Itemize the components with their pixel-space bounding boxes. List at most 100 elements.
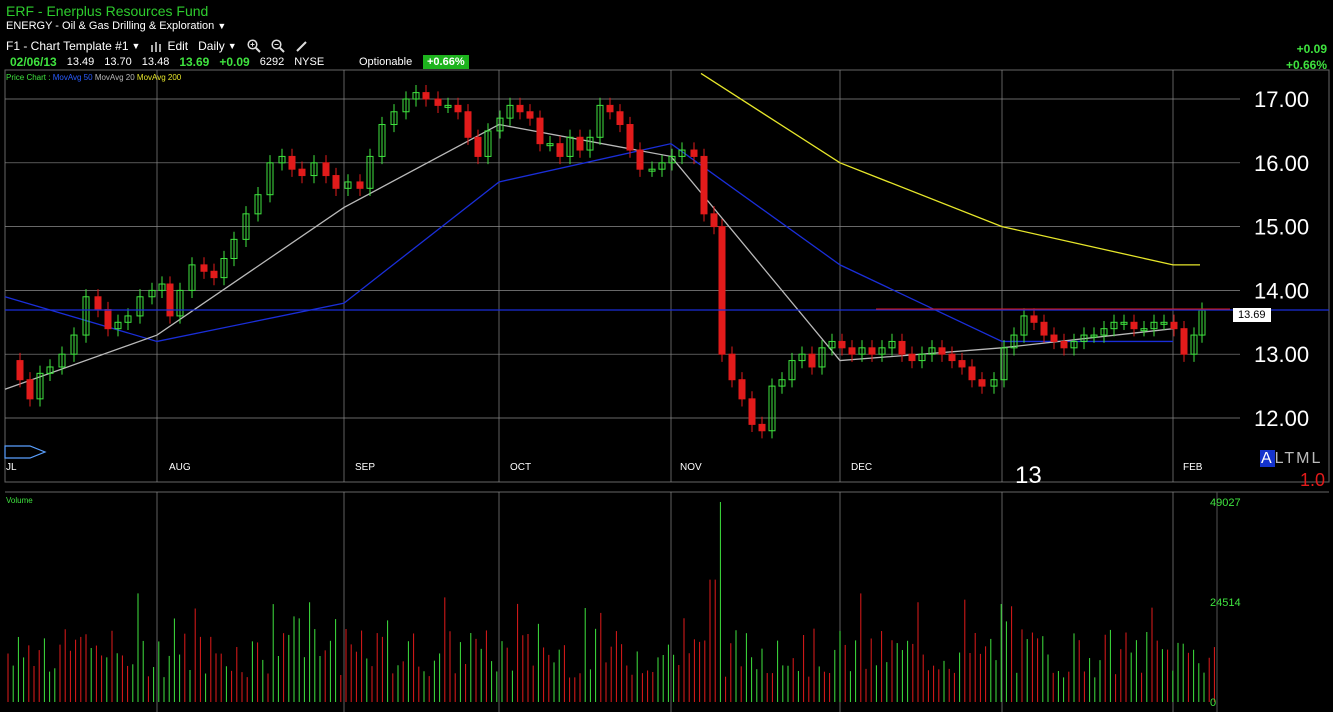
altml-indicator[interactable]: ALTML — [1260, 450, 1322, 468]
candle-body — [848, 347, 856, 355]
candle-body — [1190, 334, 1198, 355]
candle-body — [626, 124, 634, 151]
candle-body — [818, 347, 826, 368]
candle-body — [636, 149, 644, 170]
candle-body — [434, 98, 442, 106]
candle-body — [114, 321, 122, 330]
candle-body — [322, 162, 330, 177]
top-right-change-pct: +0.66% — [1285, 58, 1327, 72]
chevron-down-icon: ▼ — [131, 41, 141, 51]
candle-body — [710, 213, 718, 228]
candle-body — [496, 117, 504, 132]
ma-line-movavg-20 — [4, 123, 1174, 390]
candle-body — [1080, 334, 1088, 342]
candle-body — [1140, 328, 1148, 332]
candle-body — [26, 379, 34, 400]
candle-body — [16, 360, 24, 381]
template-dropdown[interactable]: F1 - Chart Template #1 ▼ — [6, 39, 140, 53]
candle-body — [918, 353, 926, 362]
template-label: F1 - Chart Template #1 — [6, 39, 129, 53]
candle-body — [898, 340, 906, 355]
volume-bars — [7, 502, 1215, 702]
candle-body — [1070, 340, 1078, 349]
candle-body — [678, 149, 686, 157]
candle-body — [94, 296, 102, 311]
zoom-in-icon — [247, 39, 261, 53]
price-axis-label: 12.00 — [1254, 406, 1309, 431]
candle-body — [474, 136, 482, 157]
candle-body — [422, 92, 430, 100]
candle-body — [718, 226, 726, 355]
zoom-out-icon — [271, 39, 285, 53]
price-axis-label: 15.00 — [1254, 215, 1309, 240]
candle-body — [536, 117, 544, 145]
candle-body — [166, 283, 174, 317]
candle-body — [412, 92, 420, 100]
price-axis-labels: 17.00 16.00 15.00 14.00 13.00 12.00 — [1254, 87, 1309, 431]
candle-body — [728, 353, 736, 381]
candle-body — [648, 168, 656, 172]
draw-tool-button[interactable] — [295, 39, 309, 53]
candle-body — [596, 104, 604, 138]
zoom-in-button[interactable] — [247, 39, 261, 53]
candle-body — [968, 366, 976, 381]
candle-body — [1000, 347, 1008, 381]
candle-body — [958, 360, 966, 368]
candle-body — [1030, 315, 1038, 323]
quote-last: 13.69 — [179, 55, 210, 69]
candle-body — [928, 347, 936, 355]
candle-body — [70, 334, 78, 355]
candlesticks — [16, 84, 1206, 439]
ma-line-movavg-200 — [700, 72, 1200, 266]
candle-body — [310, 162, 318, 177]
legend-ma50[interactable]: MovAvg 50 — [52, 73, 93, 82]
candle-body — [1100, 328, 1108, 336]
candle-body — [1150, 321, 1158, 330]
red-indicator-value: 1.0 — [1300, 470, 1326, 490]
candle-body — [176, 289, 184, 317]
candle-body — [332, 175, 340, 189]
candle-body — [938, 347, 946, 355]
chevron-down-icon: ▼ — [227, 41, 237, 51]
candle-body — [556, 143, 564, 157]
month-axis-labels: JL AUG SEP OCT NOV DEC FEB — [6, 462, 1203, 473]
quote-date: 02/06/13 — [10, 55, 57, 69]
edit-button[interactable]: Edit — [150, 39, 188, 53]
legend-ma200[interactable]: MovAvg 200 — [136, 73, 182, 82]
price-axis-label: 13.00 — [1254, 342, 1309, 367]
interval-dropdown[interactable]: Daily ▼ — [198, 39, 237, 53]
candle-body — [298, 168, 306, 177]
candle-body — [402, 98, 410, 113]
sector-dropdown[interactable]: ENERGY - Oil & Gas Drilling & Exploratio… — [6, 20, 226, 32]
left-arrow-marker[interactable] — [4, 445, 47, 459]
zoom-out-button[interactable] — [271, 39, 285, 53]
candle-body — [356, 181, 364, 189]
candle-body — [278, 155, 286, 164]
current-price-tag: 13.69 — [1233, 308, 1271, 322]
candle-body — [390, 111, 398, 126]
candle-body — [606, 104, 614, 113]
candle-body — [506, 104, 514, 119]
candle-body — [58, 353, 66, 368]
quote-open: 13.49 — [66, 56, 95, 68]
sector-label: ENERGY - Oil & Gas Drilling & Exploratio… — [6, 20, 215, 32]
candle-body — [1160, 321, 1168, 325]
candle-body — [546, 143, 554, 147]
price-axis-label: 17.00 — [1254, 87, 1309, 112]
moving-average-lines — [4, 72, 1200, 390]
candle-body — [36, 372, 44, 400]
candle-body — [1060, 340, 1068, 349]
month-label: FEB — [1183, 462, 1203, 473]
grid-lines — [5, 70, 1240, 712]
month-label: OCT — [510, 462, 531, 473]
candle-body — [616, 111, 624, 126]
month-label: AUG — [169, 462, 191, 473]
candle-body — [242, 213, 250, 240]
price-panel-frame — [4, 69, 1330, 483]
optionable-label: Optionable — [359, 56, 413, 68]
month-label: DEC — [851, 462, 872, 473]
legend-ma20[interactable]: MovAvg 20 — [94, 73, 135, 82]
candle-body — [1090, 334, 1098, 338]
